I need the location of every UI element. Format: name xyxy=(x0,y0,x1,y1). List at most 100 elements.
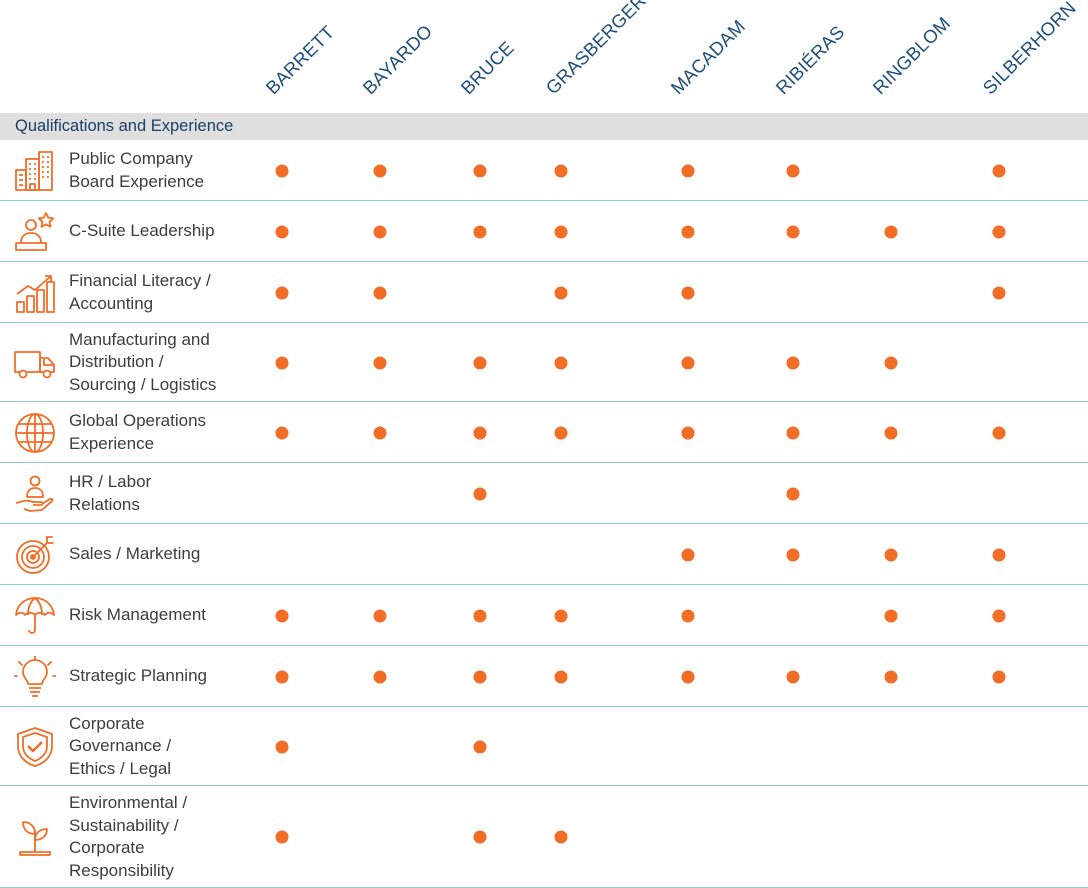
skill-label: C-Suite Leadership xyxy=(69,220,215,243)
qualification-dot-silberhorn xyxy=(992,609,1006,622)
skill-label: Manufacturing and Distribution / Sourcing … xyxy=(69,329,216,397)
skill-label-line: Board Experience xyxy=(69,171,205,191)
leader-star-icon xyxy=(14,211,56,253)
qualification-dot-barrett xyxy=(275,286,289,299)
qualification-dot-barrett xyxy=(275,670,289,683)
qualification-dot-barrett xyxy=(275,225,289,238)
qualification-dot-ribiéras xyxy=(786,487,800,500)
qualification-dot-ribiéras xyxy=(786,225,800,238)
qualification-dot-grasberger xyxy=(554,830,568,844)
qualification-dot-bayardo xyxy=(373,426,387,439)
skill-row: Environmental / Sustainability / Corporate… xyxy=(0,786,1088,888)
skill-label-line: Strategic Planning xyxy=(69,666,207,686)
skill-label: Environmental / Sustainability / Corporate… xyxy=(69,792,187,882)
skill-label: Corporate Governance / Ethics / Legal xyxy=(69,713,171,781)
skill-label-line: Sourcing / Logistics xyxy=(69,374,217,394)
qualification-dot-silberhorn xyxy=(992,164,1006,177)
qualification-dot-barrett xyxy=(275,356,289,369)
director-name-7: SILBERHORN xyxy=(978,0,1080,99)
skill-label-line: Distribution / xyxy=(69,352,164,372)
skill-label-line: Global Operations xyxy=(69,411,207,430)
skill-label-line: Relations xyxy=(69,494,140,514)
qualification-dot-macadam xyxy=(681,548,695,561)
qualification-dot-bayardo xyxy=(373,670,387,683)
qualification-dot-macadam xyxy=(681,164,695,177)
qualification-dot-macadam xyxy=(681,670,695,683)
skill-label: Financial Literacy / Accounting xyxy=(69,270,211,315)
qualification-dot-ribiéras xyxy=(786,670,800,683)
director-name-3: GRASBERGER xyxy=(541,0,651,99)
director-name-2: BRUCE xyxy=(456,36,518,99)
qualification-dot-ringblom xyxy=(884,548,898,561)
qualification-dot-bayardo xyxy=(373,164,387,177)
target-icon xyxy=(14,534,56,576)
skill-row: Strategic Planning xyxy=(0,646,1088,707)
qualification-dot-silberhorn xyxy=(992,426,1006,439)
skill-label-line: C-Suite Leadership xyxy=(69,221,215,241)
skill-label-line: Sales / Marketing xyxy=(69,544,201,564)
skill-label-line: Governance / xyxy=(69,736,172,756)
qualification-dot-ringblom xyxy=(884,670,898,683)
qualification-dot-silberhorn xyxy=(992,225,1006,238)
skill-label-line: Responsibility xyxy=(69,860,174,880)
qualification-dot-bayardo xyxy=(373,225,387,238)
qualification-dot-bruce xyxy=(473,609,487,622)
qualification-dot-bayardo xyxy=(373,356,387,369)
qualification-dot-grasberger xyxy=(554,609,568,622)
skill-label-line: Public Company xyxy=(69,149,193,168)
qualification-dot-ribiéras xyxy=(786,164,800,177)
qualification-dot-bayardo xyxy=(373,609,387,622)
skill-row: Public Company Board Experience xyxy=(0,140,1088,201)
globe-icon xyxy=(14,412,56,454)
section-title: Qualifications and Experience xyxy=(0,113,1088,140)
qualification-dot-macadam xyxy=(681,356,695,369)
office-buildings-icon xyxy=(14,150,56,192)
qualification-dot-bayardo xyxy=(373,286,387,299)
qualification-dot-ringblom xyxy=(884,426,898,439)
skill-label: Global Operations Experience xyxy=(69,410,206,455)
skill-row: HR / Labor Relations xyxy=(0,463,1088,524)
qualification-dot-bruce xyxy=(473,225,487,238)
skill-row: Risk Management xyxy=(0,585,1088,646)
qualification-dot-grasberger xyxy=(554,356,568,369)
skill-label: Risk Management xyxy=(69,604,206,627)
qualification-dot-macadam xyxy=(681,426,695,439)
sprout-icon xyxy=(14,816,56,858)
qualification-dot-grasberger xyxy=(554,286,568,299)
skill-row: Global Operations Experience xyxy=(0,402,1088,463)
qualification-dot-bruce xyxy=(473,670,487,683)
qualification-dot-bruce xyxy=(473,487,487,500)
qualification-dot-grasberger xyxy=(554,225,568,238)
skill-row: Manufacturing and Distribution / Sourcing … xyxy=(0,323,1088,402)
shield-check-icon xyxy=(14,726,56,768)
qualification-dot-ribiéras xyxy=(786,356,800,369)
qualification-dot-barrett xyxy=(275,426,289,439)
skill-label-line: Ethics / Legal xyxy=(69,758,172,778)
skill-label: HR / Labor Relations xyxy=(69,471,151,516)
director-name-5: RIBIÉRAS xyxy=(771,21,849,99)
lightbulb-icon xyxy=(14,655,56,698)
skill-label: Public Company Board Experience xyxy=(69,148,204,193)
qualification-dot-silberhorn xyxy=(992,670,1006,683)
director-header: BARRETT BAYARDO BRUCE GRASBERGER MACADAM RIBI… xyxy=(0,0,1088,113)
skill-row: Sales / Marketing xyxy=(0,524,1088,585)
skill-row: C-Suite Leadership xyxy=(0,201,1088,262)
qualification-dot-silberhorn xyxy=(992,286,1006,299)
qualification-dot-silberhorn xyxy=(992,548,1006,561)
director-name-1: BAYARDO xyxy=(358,20,437,99)
umbrella-icon xyxy=(14,595,56,637)
qualification-dot-barrett xyxy=(275,740,289,753)
skills-matrix: Public Company Board Experience C-Suite L… xyxy=(0,140,1088,888)
qualification-dot-bruce xyxy=(473,830,487,844)
skill-label-line: Experience xyxy=(69,433,155,453)
qualification-dot-grasberger xyxy=(554,426,568,439)
qualification-dot-bruce xyxy=(473,356,487,369)
qualification-dot-barrett xyxy=(275,164,289,177)
qualification-dot-macadam xyxy=(681,225,695,238)
skill-label-line: Manufacturing and xyxy=(69,329,210,349)
qualification-dot-barrett xyxy=(275,609,289,622)
qualification-dot-ribiéras xyxy=(786,426,800,439)
director-name-0: BARRETT xyxy=(261,21,339,99)
growth-chart-icon xyxy=(14,272,56,314)
hand-person-icon xyxy=(14,473,56,515)
